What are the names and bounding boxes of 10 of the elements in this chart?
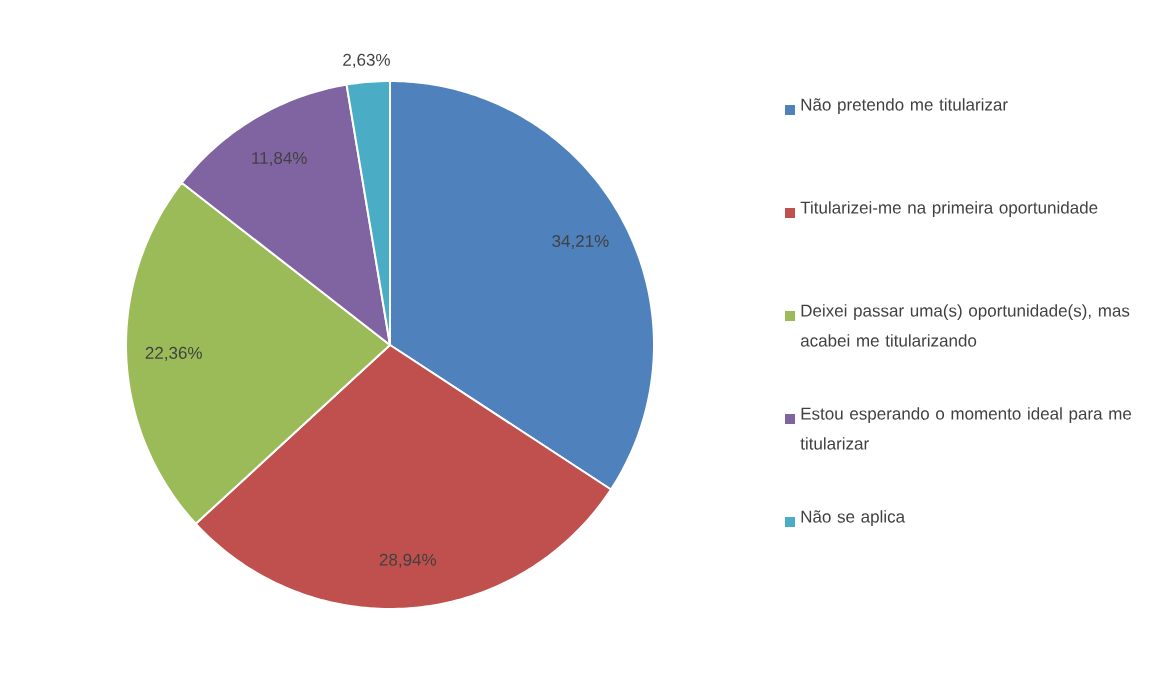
- data-label: 2,63%: [343, 53, 390, 68]
- legend-label: Deixei passar uma(s) oportunidade(s), mas acabei me titularizando: [800, 304, 1130, 347]
- data-label: 34,21%: [552, 234, 609, 250]
- data-label: 11,84%: [252, 151, 307, 167]
- legend-label: Titularizei-me na primeira oportunidade: [800, 201, 1098, 218]
- data-label: 22,36%: [145, 346, 202, 361]
- legend-label: Não se aplica: [801, 510, 906, 527]
- legend-label: Estou esperando o momento ideal para me titularizar: [800, 407, 1132, 450]
- legend-label: Não pretendo me titularizar: [801, 98, 1008, 115]
- data-label: 28,94%: [379, 553, 437, 568]
